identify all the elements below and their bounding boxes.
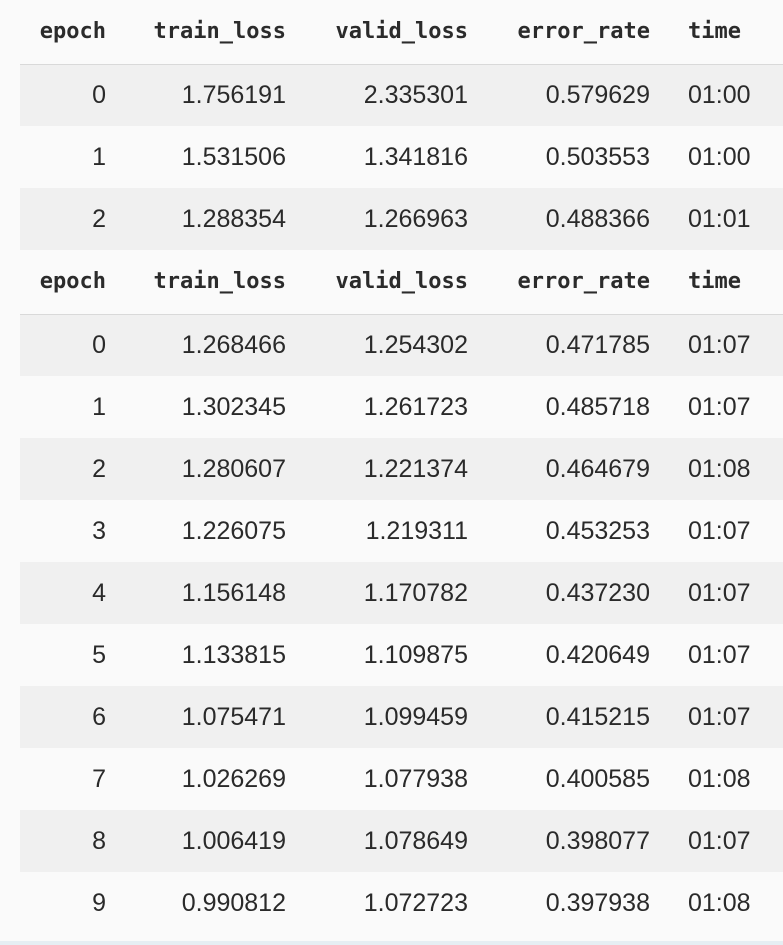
cell-time: 01:07 <box>668 562 783 624</box>
table-row: 1 1.302345 1.261723 0.485718 01:07 <box>20 376 783 438</box>
cell-epoch: 1 <box>20 376 124 438</box>
training-results-table-2: epoch train_loss valid_loss error_rate t… <box>20 250 783 934</box>
cell-time: 01:08 <box>668 438 783 500</box>
header-valid-loss: valid_loss <box>304 0 486 65</box>
table-row: 8 1.006419 1.078649 0.398077 01:07 <box>20 810 783 872</box>
cell-valid-loss: 1.266963 <box>304 188 486 250</box>
cell-time: 01:08 <box>668 872 783 934</box>
cell-epoch: 5 <box>20 624 124 686</box>
cell-error-rate: 0.437230 <box>486 562 668 624</box>
cell-valid-loss: 1.341816 <box>304 126 486 188</box>
header-row: epoch train_loss valid_loss error_rate t… <box>20 0 783 65</box>
cell-error-rate: 0.420649 <box>486 624 668 686</box>
table-row: 6 1.075471 1.099459 0.415215 01:07 <box>20 686 783 748</box>
cell-valid-loss: 1.109875 <box>304 624 486 686</box>
cell-error-rate: 0.398077 <box>486 810 668 872</box>
table-row: 4 1.156148 1.170782 0.437230 01:07 <box>20 562 783 624</box>
cell-error-rate: 0.485718 <box>486 376 668 438</box>
header-time: time <box>668 250 783 315</box>
cell-error-rate: 0.488366 <box>486 188 668 250</box>
table-row: 1 1.531506 1.341816 0.503553 01:00 <box>20 126 783 188</box>
cell-error-rate: 0.464679 <box>486 438 668 500</box>
table-body: 0 1.268466 1.254302 0.471785 01:07 1 1.302345 1… <box>20 314 783 934</box>
cell-train-loss: 0.990812 <box>124 872 304 934</box>
header-valid-loss: valid_loss <box>304 250 486 315</box>
header-error-rate: error_rate <box>486 0 668 65</box>
header-error-rate: error_rate <box>486 250 668 315</box>
cell-epoch: 2 <box>20 438 124 500</box>
output-bottom-border <box>0 941 783 945</box>
cell-valid-loss: 1.078649 <box>304 810 486 872</box>
cell-time: 01:08 <box>668 748 783 810</box>
cell-valid-loss: 1.099459 <box>304 686 486 748</box>
table-row: 2 1.280607 1.221374 0.464679 01:08 <box>20 438 783 500</box>
cell-train-loss: 1.133815 <box>124 624 304 686</box>
cell-train-loss: 1.302345 <box>124 376 304 438</box>
cell-train-loss: 1.280607 <box>124 438 304 500</box>
cell-error-rate: 0.579629 <box>486 64 668 126</box>
table-row: 2 1.288354 1.266963 0.488366 01:01 <box>20 188 783 250</box>
cell-error-rate: 0.415215 <box>486 686 668 748</box>
cell-error-rate: 0.397938 <box>486 872 668 934</box>
cell-valid-loss: 1.219311 <box>304 500 486 562</box>
cell-epoch: 9 <box>20 872 124 934</box>
cell-epoch: 8 <box>20 810 124 872</box>
cell-time: 01:00 <box>668 126 783 188</box>
cell-time: 01:07 <box>668 624 783 686</box>
cell-time: 01:07 <box>668 376 783 438</box>
cell-train-loss: 1.756191 <box>124 64 304 126</box>
cell-time: 01:07 <box>668 314 783 376</box>
header-time: time <box>668 0 783 65</box>
cell-valid-loss: 1.221374 <box>304 438 486 500</box>
cell-error-rate: 0.503553 <box>486 126 668 188</box>
cell-error-rate: 0.400585 <box>486 748 668 810</box>
cell-valid-loss: 1.261723 <box>304 376 486 438</box>
cell-train-loss: 1.268466 <box>124 314 304 376</box>
cell-epoch: 1 <box>20 126 124 188</box>
cell-time: 01:00 <box>668 64 783 126</box>
cell-train-loss: 1.288354 <box>124 188 304 250</box>
header-row: epoch train_loss valid_loss error_rate t… <box>20 250 783 315</box>
cell-train-loss: 1.006419 <box>124 810 304 872</box>
cell-epoch: 4 <box>20 562 124 624</box>
cell-train-loss: 1.075471 <box>124 686 304 748</box>
cell-epoch: 0 <box>20 314 124 376</box>
training-results-table-1: epoch train_loss valid_loss error_rate t… <box>20 0 783 250</box>
cell-epoch: 3 <box>20 500 124 562</box>
cell-train-loss: 1.226075 <box>124 500 304 562</box>
cell-time: 01:01 <box>668 188 783 250</box>
table-row: 0 1.756191 2.335301 0.579629 01:00 <box>20 64 783 126</box>
header-train-loss: train_loss <box>124 0 304 65</box>
cell-train-loss: 1.531506 <box>124 126 304 188</box>
table-row: 0 1.268466 1.254302 0.471785 01:07 <box>20 314 783 376</box>
cell-valid-loss: 1.072723 <box>304 872 486 934</box>
cell-epoch: 6 <box>20 686 124 748</box>
table-row: 9 0.990812 1.072723 0.397938 01:08 <box>20 872 783 934</box>
cell-time: 01:07 <box>668 500 783 562</box>
cell-epoch: 2 <box>20 188 124 250</box>
cell-epoch: 0 <box>20 64 124 126</box>
cell-valid-loss: 1.254302 <box>304 314 486 376</box>
header-train-loss: train_loss <box>124 250 304 315</box>
cell-time: 01:07 <box>668 686 783 748</box>
table-row: 7 1.026269 1.077938 0.400585 01:08 <box>20 748 783 810</box>
cell-time: 01:07 <box>668 810 783 872</box>
cell-valid-loss: 2.335301 <box>304 64 486 126</box>
table-row: 5 1.133815 1.109875 0.420649 01:07 <box>20 624 783 686</box>
header-epoch: epoch <box>20 250 124 315</box>
cell-error-rate: 0.471785 <box>486 314 668 376</box>
cell-train-loss: 1.156148 <box>124 562 304 624</box>
cell-train-loss: 1.026269 <box>124 748 304 810</box>
cell-error-rate: 0.453253 <box>486 500 668 562</box>
table-body: 0 1.756191 2.335301 0.579629 01:00 1 1.531506 1… <box>20 64 783 250</box>
table-row: 3 1.226075 1.219311 0.453253 01:07 <box>20 500 783 562</box>
cell-epoch: 7 <box>20 748 124 810</box>
cell-valid-loss: 1.077938 <box>304 748 486 810</box>
cell-valid-loss: 1.170782 <box>304 562 486 624</box>
header-epoch: epoch <box>20 0 124 65</box>
